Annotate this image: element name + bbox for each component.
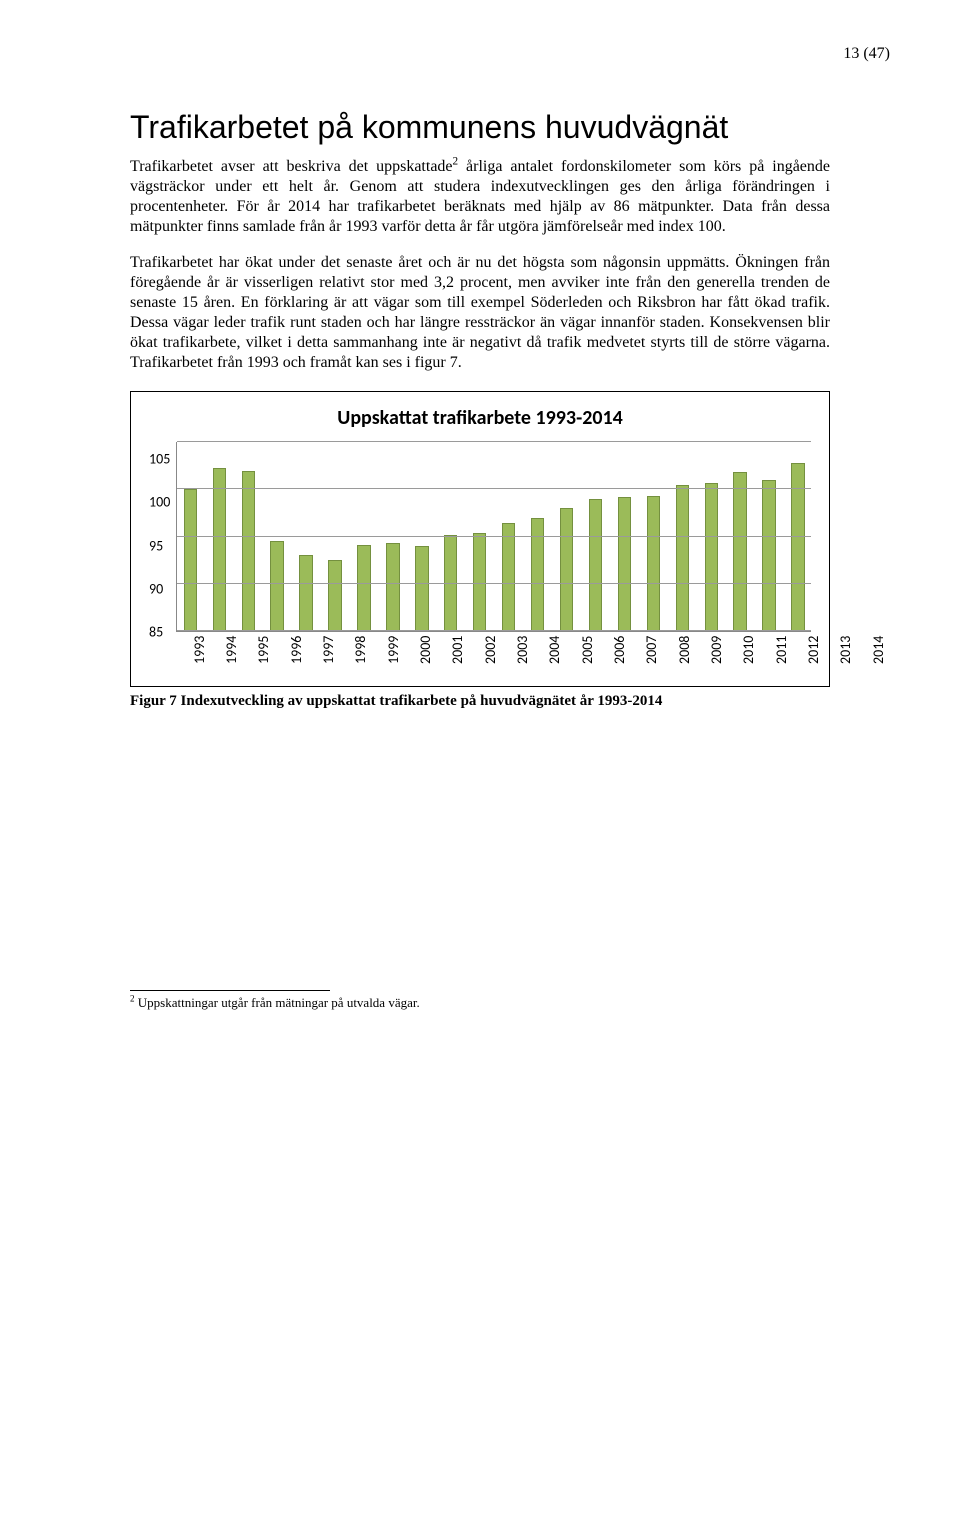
chart-title: Uppskattat trafikarbete 1993-2014 [149,406,811,430]
y-tick-label: 95 [149,537,170,554]
bar [213,468,226,631]
bar [762,480,775,631]
gridline [177,536,811,537]
x-tick-label: 2014 [870,636,887,678]
x-tick-label: 2004 [546,636,563,678]
bar [647,496,660,631]
x-tick-label: 2000 [417,636,434,678]
x-tick-label: 2002 [482,636,499,678]
gridline [177,441,811,442]
chart-caption: Figur 7 Indexutveckling av uppskattat tr… [130,693,830,710]
chart-y-axis: 105100959085 [149,442,176,632]
y-tick-label: 100 [149,494,170,511]
chart-plot-area: 105100959085 [149,442,811,632]
x-tick-label: 2006 [611,636,628,678]
x-tick-label: 1997 [320,636,337,678]
x-tick-label: 1998 [352,636,369,678]
bar [705,483,718,631]
bar [676,485,689,631]
x-tick-label: 2001 [449,636,466,678]
bar [560,508,573,631]
bar [184,489,197,631]
x-tick-label: 2007 [643,636,660,678]
y-tick-label: 90 [149,580,170,597]
y-tick-label: 105 [149,451,170,468]
footnote-text: Uppskattningar utgår från mätningar på u… [135,995,420,1010]
chart-container: Uppskattat trafikarbete 1993-2014 105 100… [130,391,830,687]
x-tick-label: 2011 [773,636,790,678]
bar [589,499,602,631]
bar [270,541,283,631]
bar [357,545,370,631]
x-tick-label: 1996 [288,636,305,678]
x-tick-label: 1999 [385,636,402,678]
paragraph-2: Trafikarbetet har ökat under det senaste… [130,253,830,373]
bar [415,546,428,631]
chart-plot [176,442,811,632]
chart-bars [177,442,811,631]
bar [328,560,341,631]
page-number: 13 (47) [843,45,890,63]
x-tick-label: 2003 [514,636,531,678]
bar [299,555,312,632]
paragraph-1a: Trafikarbetet avser att beskriva det upp… [130,158,453,175]
x-tick-label: 1993 [191,636,208,678]
bar [386,543,399,631]
chart-x-axis-labels: 1993 1994 1995 1996 1997 1998 1999 2000 2001 2002… [184,636,811,678]
section-heading: Trafikarbetet på kommunens huvudvägnät [130,110,830,145]
bar [242,471,255,632]
bar [502,523,515,632]
bar [618,497,631,631]
paragraph-1: Trafikarbetet avser att beskriva det upp… [130,157,830,237]
x-tick-label: 2013 [837,636,854,678]
footnote-rule [130,990,330,991]
gridline [177,583,811,584]
footnote-2: 2 Uppskattningar utgår från mätningar på… [130,995,830,1011]
x-tick-label: 2005 [579,636,596,678]
gridline [177,488,811,489]
x-tick-label: 2009 [708,636,725,678]
x-tick-label: 1995 [255,636,272,678]
y-tick-label: 85 [149,624,170,641]
x-tick-label: 2008 [676,636,693,678]
gridline [177,630,811,631]
x-tick-label: 2012 [805,636,822,678]
bar [733,472,746,631]
x-tick-label: 1994 [223,636,240,678]
x-tick-label: 2010 [740,636,757,678]
